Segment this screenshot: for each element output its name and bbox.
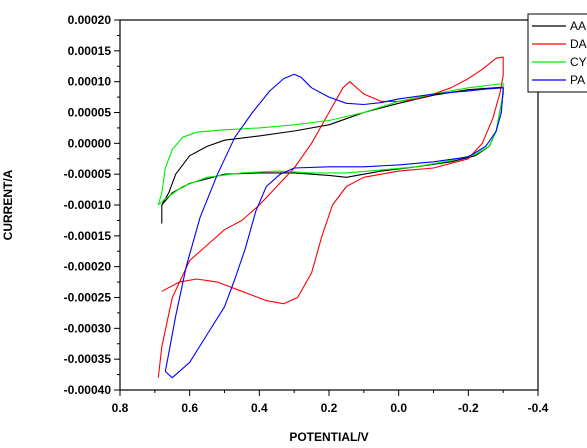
legend-label-aa: AA	[570, 19, 586, 33]
y-tick-label: -0.00005	[64, 167, 112, 181]
x-tick-label: 0.2	[321, 401, 338, 415]
x-tick-label: 0.8	[112, 401, 129, 415]
y-tick-label: 0.00005	[68, 106, 112, 120]
y-tick-label: 0.00010	[68, 75, 112, 89]
series-line-aa	[161, 86, 504, 224]
y-tick-label: -0.00020	[64, 260, 112, 274]
legend-label-da: DA	[570, 37, 587, 51]
legend: AA DA CY PA	[527, 13, 587, 93]
x-tick-label: -0.4	[528, 401, 549, 415]
series-line-cy	[157, 82, 504, 206]
y-tick-label: 0.00020	[68, 13, 112, 27]
x-tick-label: 0.6	[181, 401, 198, 415]
y-tick-label: -0.00010	[64, 198, 112, 212]
series-line-pa	[164, 73, 504, 379]
plot-frame	[119, 19, 539, 391]
legend-label-pa: PA	[570, 73, 585, 87]
x-tick-label: 0.0	[390, 401, 407, 415]
x-axis-label: POTENTIAL/V	[289, 430, 368, 444]
x-tick-label: 0.4	[251, 401, 268, 415]
y-tick-label: 0.00015	[68, 44, 112, 58]
y-tick-label: 0.00000	[68, 136, 112, 150]
y-axis-label: CURRENT/A	[1, 169, 15, 240]
y-tick-label: -0.00040	[64, 383, 112, 397]
plot-curves	[157, 56, 504, 379]
x-axis: 0.8 0.6 0.4 0.2 0.0 -0.2 -0.4	[112, 390, 549, 415]
y-axis: 0.00020 0.00015 0.00010 0.00005 0.00000 -0.00…	[64, 13, 120, 397]
legend-label-cy: CY	[570, 55, 587, 69]
y-tick-label: -0.00025	[64, 291, 112, 305]
legend-box	[527, 13, 587, 93]
x-tick-label: -0.2	[458, 401, 479, 415]
y-tick-label: -0.00015	[64, 229, 112, 243]
y-tick-label: -0.00030	[64, 321, 112, 335]
series-line-da	[157, 56, 504, 378]
y-tick-label: -0.00035	[64, 352, 112, 366]
